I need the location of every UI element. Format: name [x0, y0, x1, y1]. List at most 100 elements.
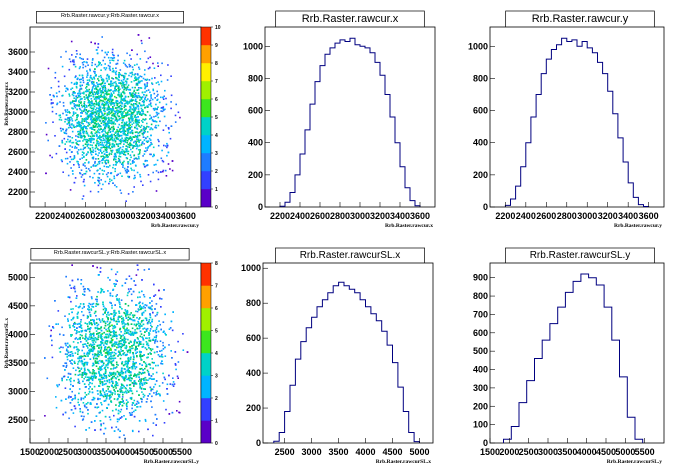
heatmap-cell [131, 114, 133, 116]
heatmap-cell [149, 340, 152, 342]
heatmap-cell [83, 126, 85, 128]
z-tick-label: 10 [215, 25, 221, 31]
heatmap-cell [147, 105, 149, 108]
heatmap-cell [97, 360, 99, 363]
z-tick-label: 2 [215, 169, 218, 175]
plot-title: Rrb.Raster.rawcur.y:Rrb.Raster.rawcur.x [61, 13, 159, 19]
heatmap-cell [119, 371, 122, 374]
heatmap-cell [165, 334, 167, 336]
heatmap-cell [96, 93, 99, 96]
heatmap-cell [105, 92, 108, 94]
heatmap-cell [146, 125, 148, 128]
heatmap-cell [134, 86, 136, 89]
heatmap-cell [118, 401, 121, 404]
heatmap-cell [108, 142, 110, 144]
heatmap-cell [81, 311, 83, 313]
heatmap-cell [98, 136, 100, 139]
heatmap-cell [131, 411, 133, 414]
heatmap-cell [127, 369, 129, 372]
heatmap-cell [147, 363, 150, 366]
heatmap-cell [98, 368, 100, 371]
heatmap-cell [105, 382, 107, 385]
heatmap-cell [121, 361, 124, 363]
heatmap-cell [128, 119, 131, 121]
heatmap-cell [110, 80, 112, 83]
heatmap-cell [129, 142, 131, 144]
heatmap-cell [75, 86, 78, 89]
heatmap-cell [76, 317, 79, 319]
heatmap-cell [84, 111, 87, 114]
heatmap-cell [153, 378, 155, 380]
heatmap-cell [113, 389, 115, 391]
heatmap-cell [109, 96, 112, 98]
heatmap-cell [93, 346, 95, 348]
heatmap-cell [98, 79, 100, 82]
heatmap-cell [90, 296, 93, 298]
heatmap-cell [77, 363, 79, 365]
heatmap-cell [69, 139, 72, 142]
heatmap-cell [65, 111, 67, 113]
heatmap-cell [89, 113, 92, 115]
heatmap-cell [110, 138, 112, 140]
heatmap-cell [140, 104, 142, 107]
heatmap-cell [156, 90, 158, 93]
heatmap-cell [87, 151, 89, 153]
heatmap-cell [100, 335, 103, 338]
heatmap-cell [96, 82, 98, 84]
heatmap-cell [123, 343, 126, 346]
heatmap-cell [115, 295, 117, 298]
heatmap-cell [109, 120, 111, 122]
heatmap-cell [67, 296, 70, 298]
heatmap-cell [62, 128, 64, 131]
heatmap-cell [126, 330, 128, 332]
heatmap-cell [121, 148, 124, 151]
heatmap-cell [92, 344, 94, 346]
heatmap-cell [94, 150, 97, 153]
heatmap-cell [119, 161, 122, 164]
heatmap-cell [97, 398, 99, 401]
heatmap-cell [112, 125, 115, 128]
heatmap-cell [85, 61, 88, 63]
heatmap-cell [146, 160, 148, 162]
heatmap-cell [100, 361, 102, 363]
heatmap-cell [127, 111, 129, 113]
heatmap-cell [133, 399, 136, 402]
z-tick-label: 0 [215, 205, 218, 211]
heatmap-cell [101, 338, 103, 340]
heatmap-cell [133, 332, 136, 334]
heatmap-cell [106, 340, 109, 342]
heatmap-cell [109, 394, 111, 396]
heatmap-cell [116, 100, 119, 103]
heatmap-cell [149, 377, 152, 380]
heatmap-cell [98, 318, 100, 320]
heatmap-cell [61, 65, 64, 68]
heatmap-cell [91, 347, 94, 349]
heatmap-cell [138, 140, 140, 142]
heatmap-cell [73, 285, 76, 288]
heatmap-cell [135, 147, 138, 150]
heatmap-cell [95, 113, 98, 115]
heatmap-cell [94, 68, 96, 70]
heatmap-cell [153, 351, 156, 354]
heatmap-cell [134, 176, 136, 179]
heatmap-cell [77, 342, 79, 344]
heatmap-cell [97, 90, 99, 93]
heatmap-cell [115, 162, 118, 164]
heatmap-cell [105, 122, 108, 125]
heatmap-cell [87, 368, 89, 371]
heatmap-cell [85, 333, 87, 335]
heatmap-cell [87, 147, 90, 149]
heatmap-cell [77, 122, 80, 124]
heatmap-cell [68, 93, 70, 95]
heatmap-cell [104, 127, 106, 129]
heatmap-cell [126, 168, 128, 171]
heatmap-cell [129, 379, 131, 382]
heatmap-cell [72, 412, 75, 414]
heatmap-cell [135, 84, 138, 86]
heatmap-cell [103, 400, 106, 402]
heatmap-cell [145, 337, 147, 339]
heatmap-cell [112, 59, 115, 62]
heatmap-cell [139, 173, 141, 176]
heatmap-cell [127, 316, 130, 318]
heatmap-cell [76, 315, 79, 318]
